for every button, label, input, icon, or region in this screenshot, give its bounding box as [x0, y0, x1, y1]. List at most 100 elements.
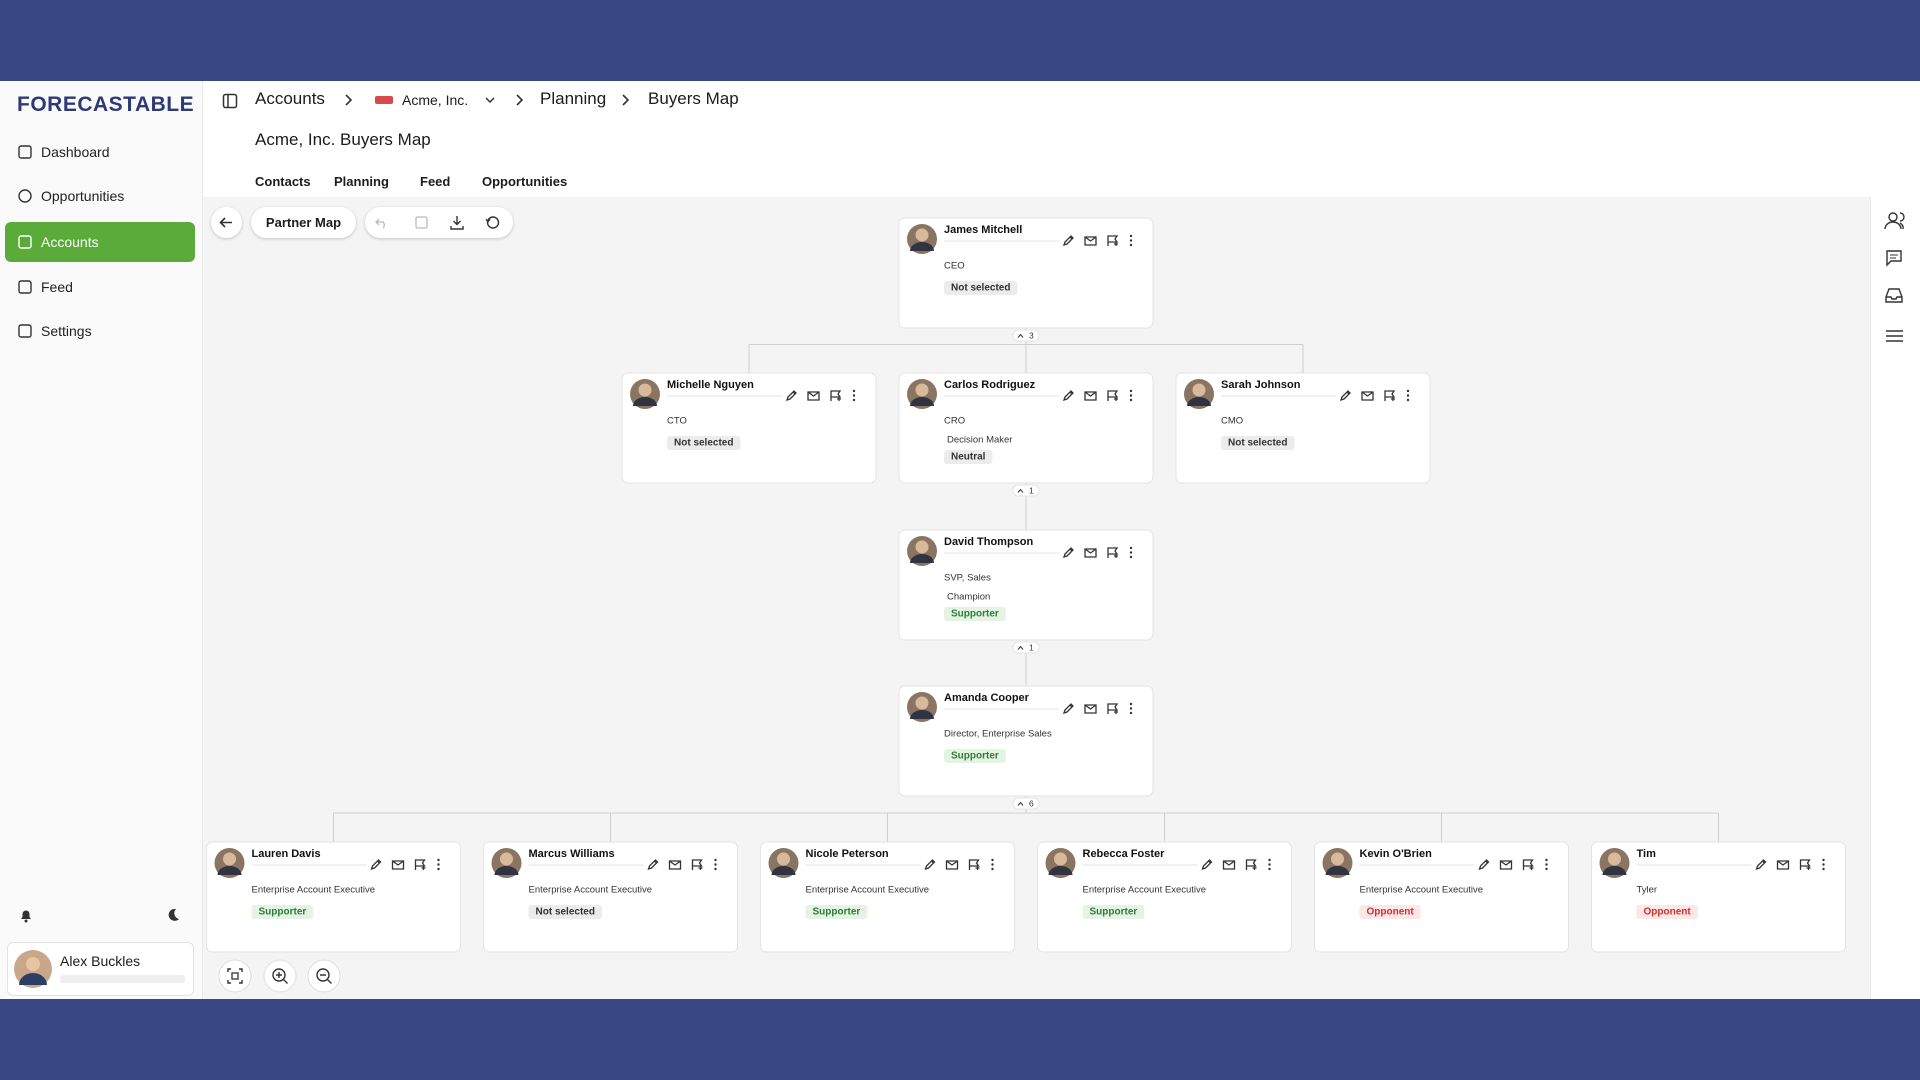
- card-action[interactable]: [1478, 859, 1490, 871]
- card-action[interactable]: [1339, 390, 1351, 402]
- card-action[interactable]: [1822, 858, 1825, 871]
- card-action[interactable]: [991, 858, 994, 871]
- bell-icon[interactable]: [18, 907, 34, 923]
- card-action[interactable]: [1062, 390, 1074, 402]
- breadcrumb-item[interactable]: Acme, Inc.: [402, 92, 469, 108]
- card-action[interactable]: [437, 858, 440, 871]
- card-action[interactable]: [1107, 547, 1119, 558]
- card-action[interactable]: [1084, 236, 1097, 246]
- card-action[interactable]: [1129, 546, 1133, 559]
- card-action[interactable]: [1107, 703, 1119, 714]
- card-action[interactable]: [1062, 547, 1074, 559]
- card-action[interactable]: [807, 391, 820, 401]
- chevron: [485, 97, 495, 104]
- collapse-toggle[interactable]: [1012, 641, 1040, 654]
- card-action[interactable]: [1201, 859, 1213, 871]
- card-action[interactable]: [945, 860, 959, 870]
- nav-item[interactable]: Dashboard: [5, 132, 195, 172]
- zoom-in-button[interactable]: [263, 959, 297, 993]
- card-action[interactable]: [1268, 858, 1271, 871]
- card-action[interactable]: [1245, 859, 1257, 870]
- status-badge: [805, 905, 868, 919]
- nav-item[interactable]: Feed: [5, 267, 195, 307]
- contact-card[interactable]: [898, 217, 1154, 329]
- icon: [1755, 859, 1767, 871]
- card-action[interactable]: [1545, 858, 1548, 871]
- collapse-toggle[interactable]: [1012, 484, 1040, 497]
- breadcrumb-item[interactable]: Accounts: [255, 89, 325, 108]
- card-action[interactable]: [1799, 859, 1811, 870]
- dot: [1268, 858, 1271, 862]
- card-action[interactable]: [714, 858, 717, 871]
- theme-icon[interactable]: [165, 907, 181, 923]
- nav-item[interactable]: Settings: [5, 311, 195, 351]
- card-action[interactable]: [1755, 859, 1767, 871]
- icon: [1222, 860, 1236, 870]
- icon: [1114, 710, 1118, 714]
- card-action[interactable]: [370, 859, 382, 871]
- card-action[interactable]: [414, 859, 426, 870]
- back-button[interactable]: [211, 207, 242, 238]
- contact-card[interactable]: [206, 841, 461, 953]
- avatar-face: [915, 540, 929, 554]
- contact-card[interactable]: [1175, 372, 1431, 484]
- contact-card[interactable]: [1314, 841, 1569, 953]
- card-action[interactable]: [647, 859, 659, 871]
- zoom-out-button[interactable]: [307, 959, 341, 993]
- collapse-caret: [1017, 645, 1024, 650]
- card-action[interactable]: [1499, 860, 1513, 870]
- account-dropdown[interactable]: [484, 94, 496, 106]
- breadcrumb-chevron: [622, 94, 630, 106]
- card-action[interactable]: [852, 389, 856, 402]
- contact-role: Decision Maker: [947, 435, 1012, 446]
- contact-card[interactable]: [1037, 841, 1292, 953]
- card-action[interactable]: [1084, 704, 1097, 714]
- card-action[interactable]: [1522, 859, 1534, 870]
- icon: [1062, 703, 1074, 715]
- breadcrumb-item[interactable]: Planning: [540, 89, 607, 108]
- card-action[interactable]: [391, 860, 405, 870]
- nav-item[interactable]: Accounts: [5, 222, 195, 262]
- tab[interactable]: Feed: [420, 174, 451, 189]
- zoom-fit-button[interactable]: [218, 959, 252, 993]
- map-name[interactable]: Partner Map: [251, 207, 356, 238]
- child-count: 1: [1029, 485, 1034, 495]
- contact-card[interactable]: [1591, 841, 1846, 953]
- card-action[interactable]: [1406, 389, 1410, 402]
- dot: [1129, 239, 1133, 242]
- breadcrumb-item[interactable]: Buyers Map: [648, 89, 739, 108]
- nav-item[interactable]: Opportunities: [5, 176, 195, 216]
- card-action[interactable]: [1107, 235, 1119, 246]
- card-action[interactable]: [691, 859, 703, 870]
- card-action[interactable]: [968, 859, 980, 870]
- tab[interactable]: Opportunities: [482, 174, 568, 189]
- avatar-face: [915, 228, 929, 242]
- card-action[interactable]: [1361, 391, 1374, 401]
- tab[interactable]: Contacts: [255, 174, 311, 189]
- card-action[interactable]: [785, 390, 797, 402]
- breadcrumb-chevron: [345, 94, 353, 106]
- collapse-toggle[interactable]: [1012, 797, 1040, 810]
- card-action[interactable]: [1222, 860, 1236, 870]
- avatar-body: [771, 866, 796, 875]
- card-action[interactable]: [1062, 703, 1074, 715]
- card-action[interactable]: [1062, 235, 1074, 247]
- card-action[interactable]: [1129, 234, 1133, 247]
- card-action[interactable]: [1776, 860, 1790, 870]
- card-action[interactable]: [1084, 548, 1097, 558]
- user-card[interactable]: Alex Buckles: [7, 942, 194, 996]
- card-action[interactable]: [830, 390, 842, 401]
- card-action[interactable]: [1129, 389, 1133, 402]
- dot: [1129, 398, 1133, 402]
- card-action[interactable]: [668, 860, 682, 870]
- status-badge-text: Supporter: [813, 907, 861, 918]
- tab[interactable]: Planning: [334, 174, 389, 189]
- card-action[interactable]: [1107, 390, 1119, 401]
- card-action[interactable]: [1384, 390, 1396, 401]
- avatar-body: [633, 397, 657, 406]
- card-action[interactable]: [1084, 391, 1097, 401]
- sidebar-toggle[interactable]: [222, 93, 238, 109]
- card-action[interactable]: [924, 859, 936, 871]
- collapse-toggle[interactable]: [1012, 329, 1040, 342]
- card-action[interactable]: [1129, 702, 1133, 715]
